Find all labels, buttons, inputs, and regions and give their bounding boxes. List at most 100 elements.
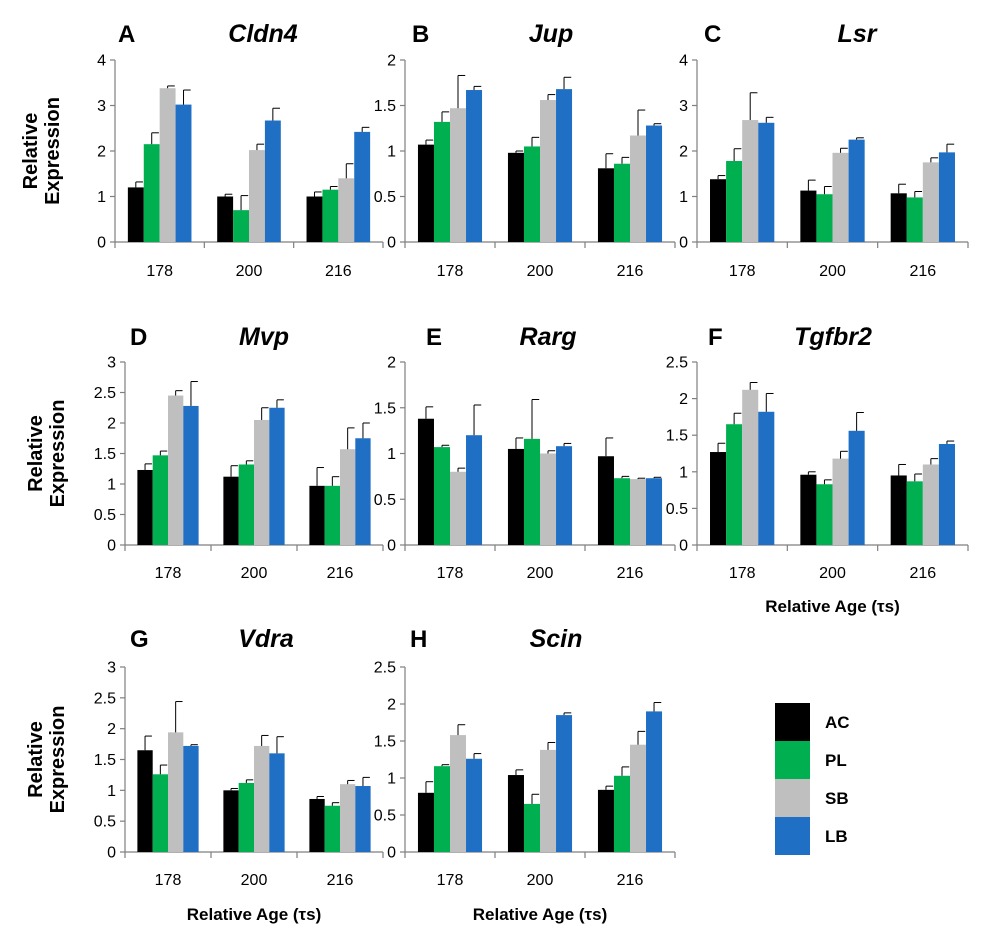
x-tick-label: 178 bbox=[437, 872, 464, 889]
x-tick-label: 200 bbox=[236, 263, 263, 280]
x-tick-label: 178 bbox=[729, 565, 756, 582]
panel-label: C bbox=[704, 21, 721, 48]
bar-ac-216 bbox=[597, 168, 614, 242]
x-tick-label: 216 bbox=[327, 565, 354, 582]
x-tick-label: 178 bbox=[437, 565, 464, 582]
y-tick-label: 1.5 bbox=[94, 752, 116, 769]
bar-lb-200 bbox=[269, 407, 285, 545]
bar-pl-200 bbox=[233, 210, 249, 242]
y-tick-label: 0.5 bbox=[666, 501, 688, 518]
bar-sb-178 bbox=[450, 735, 467, 852]
bar-pl-200 bbox=[523, 146, 540, 242]
y-tick-label: 2 bbox=[387, 53, 396, 70]
bar-pl-216 bbox=[613, 775, 630, 852]
panel-label: B bbox=[412, 21, 429, 48]
y-tick-label: 0 bbox=[107, 845, 116, 862]
bar-lb-216 bbox=[355, 438, 371, 545]
y-tick-label: 2.5 bbox=[666, 355, 688, 372]
y-tick-label: 3 bbox=[679, 98, 688, 115]
bar-ac-200 bbox=[217, 196, 234, 242]
bar-lb-200 bbox=[556, 446, 573, 545]
x-tick-label: 200 bbox=[241, 872, 268, 889]
bar-lb-216 bbox=[646, 125, 663, 242]
bar-ac-178 bbox=[710, 452, 727, 545]
bar-pl-178 bbox=[433, 766, 450, 852]
panel-label: E bbox=[426, 324, 442, 351]
x-tick-label: 216 bbox=[325, 263, 352, 280]
panel-title: Mvp bbox=[239, 323, 289, 351]
y-tick-label: 3 bbox=[107, 355, 116, 372]
bar-ac-216 bbox=[309, 485, 325, 545]
y-tick-label: 1 bbox=[97, 189, 106, 206]
bar-ac-200 bbox=[507, 448, 524, 545]
bar-pl-216 bbox=[613, 478, 630, 545]
y-tick-label: 2 bbox=[387, 697, 396, 714]
y-tick-label: 2.5 bbox=[94, 385, 116, 402]
legend-swatch-ac bbox=[775, 703, 810, 741]
bar-sb-178 bbox=[450, 471, 467, 545]
legend-label: SB bbox=[825, 789, 849, 808]
bar-ac-178 bbox=[137, 750, 153, 852]
bar-ac-200 bbox=[223, 476, 239, 545]
x-tick-label: 200 bbox=[527, 263, 554, 280]
y-tick-label: 3 bbox=[107, 660, 116, 677]
bar-ac-216 bbox=[597, 789, 614, 852]
legend-label: PL bbox=[825, 751, 847, 770]
x-tick-label: 200 bbox=[819, 263, 846, 280]
x-tick-label: 216 bbox=[909, 263, 936, 280]
bar-pl-216 bbox=[613, 163, 630, 242]
x-tick-label: 216 bbox=[617, 565, 644, 582]
bar-ac-216 bbox=[597, 456, 614, 545]
y-tick-label: 1 bbox=[387, 144, 396, 161]
bar-sb-178 bbox=[159, 88, 176, 243]
bar-sb-178 bbox=[168, 395, 184, 545]
x-tick-label: 178 bbox=[155, 565, 182, 582]
panel-label: H bbox=[410, 626, 427, 653]
y-tick-label: 4 bbox=[97, 53, 106, 70]
bar-sb-178 bbox=[742, 389, 759, 545]
bar-pl-178 bbox=[726, 424, 743, 545]
panel-label: D bbox=[130, 324, 147, 351]
bar-sb-200 bbox=[540, 453, 557, 545]
bar-ac-178 bbox=[137, 469, 153, 545]
y-tick-label: 0.5 bbox=[94, 507, 116, 524]
panel-c: C Lsr 0 1 2 3 4 178 200 216 bbox=[679, 20, 969, 280]
bar-sb-200 bbox=[254, 745, 270, 852]
bar-lb-178 bbox=[466, 435, 483, 545]
y-tick-label: 1.5 bbox=[374, 98, 396, 115]
bar-pl-216 bbox=[324, 485, 340, 545]
y-axis-label: RelativeExpression bbox=[25, 706, 69, 814]
x-tick-label: 178 bbox=[437, 263, 464, 280]
bar-sb-178 bbox=[168, 732, 184, 852]
bar-lb-178 bbox=[183, 745, 199, 852]
y-tick-label: 1 bbox=[679, 189, 688, 206]
bar-pl-178 bbox=[152, 774, 168, 852]
bar-lb-200 bbox=[556, 715, 573, 852]
x-tick-label: 200 bbox=[241, 565, 268, 582]
y-tick-label: 2 bbox=[97, 144, 106, 161]
y-tick-label: 1 bbox=[387, 446, 396, 463]
y-tick-label: 4 bbox=[679, 53, 688, 70]
panel-title: Rarg bbox=[520, 323, 577, 351]
panel-f: F Tgfbr2 0 0.5 1 1.5 2 2.5 178 200 216 Relative Age… bbox=[666, 323, 969, 616]
bar-sb-216 bbox=[630, 479, 647, 545]
bar-pl-216 bbox=[322, 189, 339, 242]
bar-sb-178 bbox=[450, 108, 467, 242]
bar-ac-216 bbox=[309, 798, 325, 852]
bar-sb-200 bbox=[540, 749, 557, 852]
y-tick-label: 2.5 bbox=[374, 660, 396, 677]
bar-sb-200 bbox=[832, 458, 849, 545]
bar-ac-216 bbox=[890, 193, 907, 242]
bar-lb-216 bbox=[938, 443, 955, 545]
x-tick-label: 178 bbox=[146, 263, 173, 280]
panel-label: G bbox=[130, 626, 149, 653]
bar-ac-178 bbox=[417, 144, 434, 242]
panel-title: Vdra bbox=[238, 625, 294, 653]
bar-sb-216 bbox=[340, 784, 356, 852]
bar-pl-216 bbox=[906, 481, 923, 545]
bar-lb-216 bbox=[354, 131, 371, 242]
bar-pl-178 bbox=[143, 144, 160, 242]
bar-lb-178 bbox=[175, 104, 192, 242]
legend: AC PL SB LB bbox=[775, 703, 850, 855]
x-tick-label: 216 bbox=[617, 263, 644, 280]
